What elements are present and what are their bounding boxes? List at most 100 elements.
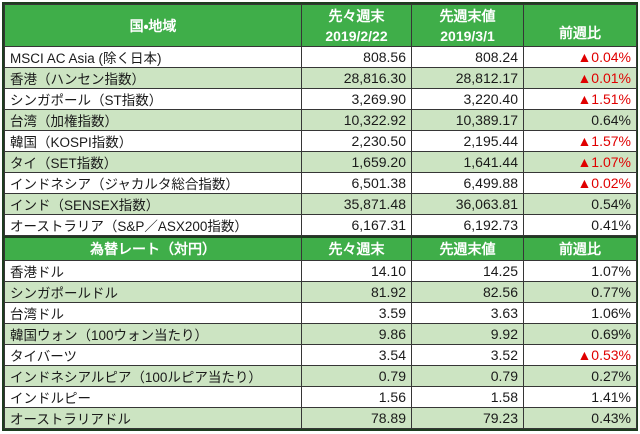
region-column-header: 国・地域 [4, 4, 302, 47]
change-value-cell: 0.54% [523, 193, 637, 215]
last-week-value-cell: 36,063.81 [411, 193, 524, 215]
week-before-value-cell: 1,659.20 [301, 151, 412, 173]
change-value-cell: 0.64% [523, 109, 637, 131]
table-row: シンガポール（ST指数） 3,269.90 3,220.40 ▲1.51% [4, 88, 637, 110]
week-before-value-cell: 3.59 [301, 301, 412, 324]
change-value-cell: ▲1.57% [523, 130, 637, 152]
last-week-value-cell: 82.56 [411, 280, 524, 303]
table-row: 韓国（KOSPI指数） 2,230.50 2,195.44 ▲1.57% [4, 130, 637, 152]
table-row: オーストラリア（S&P／ASX200指数） 6,167.31 6,192.73 0.4… [4, 214, 637, 236]
region-cell: 香港ドル [4, 259, 302, 282]
week-before-value-cell: 6,167.31 [301, 214, 412, 236]
table-row: 韓国ウォン（100ウォン当たり） 9.86 9.92 0.69% [4, 322, 637, 345]
last-week-value-cell: 6,192.73 [411, 214, 524, 236]
last-week-value-cell: 3,220.40 [411, 88, 524, 110]
change-value-cell: 0.43% [523, 406, 637, 429]
last-week-value-cell: 10,389.17 [411, 109, 524, 131]
last-week-value-cell: 9.92 [411, 322, 524, 345]
table-row: タイバーツ 3.54 3.52 ▲0.53% [4, 343, 637, 366]
region-cell: MSCI AC Asia (除く日本) [4, 46, 302, 68]
table-row: シンガポールドル 81.92 82.56 0.77% [4, 280, 637, 303]
region-cell: タイ（SET指数） [4, 151, 302, 173]
week-before-value-cell: 0.79 [301, 364, 412, 387]
last-week-value-cell: 3.52 [411, 343, 524, 366]
fx-rates-table: 為替レート（対円） 先々週末 先週末値 前週比 香港ドル 14.10 14.25 1.… [4, 236, 637, 429]
change-value-cell: ▲0.02% [523, 172, 637, 194]
region-cell: インドネシアルピア（100ルピア当たり） [4, 364, 302, 387]
region-cell: インドルピー [4, 385, 302, 408]
change-value-cell: 0.41% [523, 214, 637, 236]
region-cell: 香港（ハンセン指数） [4, 67, 302, 89]
change-value-cell: 0.77% [523, 280, 637, 303]
last-week-value-cell: 1,641.44 [411, 151, 524, 173]
week-before-value-cell: 28,816.30 [301, 67, 412, 89]
table-row: 台湾（加権指数） 10,322.92 10,389.17 0.64% [4, 109, 637, 131]
region-cell: オーストラリアドル [4, 406, 302, 429]
table-row: 香港ドル 14.10 14.25 1.07% [4, 259, 637, 282]
last-week-date: 2019/3/1 [440, 27, 495, 44]
change-value-cell: 1.07% [523, 259, 637, 282]
week-before-value-cell: 6,501.38 [301, 172, 412, 194]
week-before-value-cell: 9.86 [301, 322, 412, 345]
week-before-value-cell: 78.89 [301, 406, 412, 429]
region-cell: 台湾（加権指数） [4, 109, 302, 131]
change-value-cell: 0.27% [523, 364, 637, 387]
week-before-value-cell: 14.10 [301, 259, 412, 282]
week-before-value-cell: 35,871.48 [301, 193, 412, 215]
last-week-value-cell: 79.23 [411, 406, 524, 429]
week-before-value-cell: 10,322.92 [301, 109, 412, 131]
fx-table-body: 香港ドル 14.10 14.25 1.07% シンガポールドル 81.92 82.56 0.7… [4, 259, 637, 429]
asia-indices-table: 国・地域 先々週末 2019/2/22 先週末値 2019/3/1 前週比 MS… [4, 4, 637, 236]
week-before-value-cell: 808.56 [301, 46, 412, 68]
region-cell: シンガポールドル [4, 280, 302, 303]
last-week-label: 先週末値 [439, 7, 496, 24]
region-cell: 韓国（KOSPI指数） [4, 130, 302, 152]
change-value-cell: ▲1.07% [523, 151, 637, 173]
week-before-value-cell: 2,230.50 [301, 130, 412, 152]
last-week-value-cell: 28,812.17 [411, 67, 524, 89]
change-value-cell: ▲1.51% [523, 88, 637, 110]
week-before-value-cell: 3,269.90 [301, 88, 412, 110]
table-row: 香港（ハンセン指数） 28,816.30 28,812.17 ▲0.01% [4, 67, 637, 89]
region-cell: インドネシア（ジャカルタ総合指数） [4, 172, 302, 194]
change-value-cell: 1.06% [523, 301, 637, 324]
change-value-cell: ▲0.53% [523, 343, 637, 366]
change-value-cell: ▲0.01% [523, 67, 637, 89]
week-before-value-cell: 1.56 [301, 385, 412, 408]
week-before-date: 2019/2/22 [325, 27, 388, 44]
region-cell: インド（SENSEX指数） [4, 193, 302, 215]
table-row: MSCI AC Asia (除く日本) 808.56 808.24 ▲0.04% [4, 46, 637, 68]
table-row: 台湾ドル 3.59 3.63 1.06% [4, 301, 637, 324]
table-row: タイ（SET指数） 1,659.20 1,641.44 ▲1.07% [4, 151, 637, 173]
week-before-label: 先々週末 [328, 7, 385, 24]
region-cell: 台湾ドル [4, 301, 302, 324]
fx-title-header: 為替レート（対円） [4, 236, 302, 261]
fx-week-before-column-header: 先々週末 [301, 236, 412, 261]
table-row: インド（SENSEX指数） 35,871.48 36,063.81 0.54% [4, 193, 637, 215]
indices-header-row: 国・地域 先々週末 2019/2/22 先週末値 2019/3/1 前週比 [4, 4, 637, 47]
region-cell: 韓国ウォン（100ウォン当たり） [4, 322, 302, 345]
last-week-value-cell: 14.25 [411, 259, 524, 282]
table-row: オーストラリアドル 78.89 79.23 0.43% [4, 406, 637, 429]
change-value-cell: 1.41% [523, 385, 637, 408]
week-before-value-cell: 3.54 [301, 343, 412, 366]
table-row: インドネシアルピア（100ルピア当たり） 0.79 0.79 0.27% [4, 364, 637, 387]
last-week-column-header: 先週末値 2019/3/1 [411, 4, 524, 47]
region-cell: タイバーツ [4, 343, 302, 366]
indices-table-body: MSCI AC Asia (除く日本) 808.56 808.24 ▲0.04% 香港（… [4, 46, 637, 236]
fx-header-row: 為替レート（対円） 先々週末 先週末値 前週比 [4, 236, 637, 261]
region-cell: シンガポール（ST指数） [4, 88, 302, 110]
last-week-value-cell: 2,195.44 [411, 130, 524, 152]
last-week-value-cell: 6,499.88 [411, 172, 524, 194]
last-week-value-cell: 3.63 [411, 301, 524, 324]
fx-last-week-column-header: 先週末値 [411, 236, 524, 261]
change-value-cell: ▲0.04% [523, 46, 637, 68]
last-week-value-cell: 1.58 [411, 385, 524, 408]
fx-change-column-header: 前週比 [523, 236, 637, 261]
week-before-value-cell: 81.92 [301, 280, 412, 303]
change-column-header: 前週比 [523, 4, 637, 47]
week-before-column-header: 先々週末 2019/2/22 [301, 4, 412, 47]
table-row: インドルピー 1.56 1.58 1.41% [4, 385, 637, 408]
